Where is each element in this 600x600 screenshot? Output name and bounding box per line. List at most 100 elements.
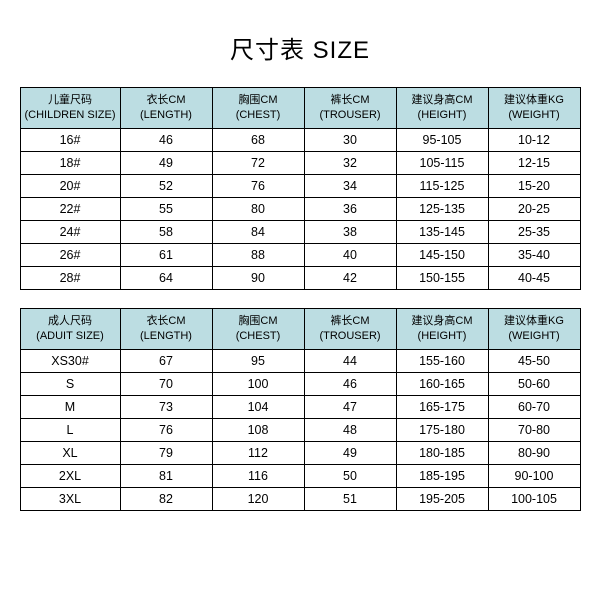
children-cell: 20# [20, 175, 120, 198]
children-header-4-en: (HEIGHT) [397, 108, 488, 123]
adult-header-2: 胸围CM(CHEST) [212, 309, 304, 350]
children-cell: 95-105 [396, 129, 488, 152]
children-cell: 24# [20, 221, 120, 244]
children-cell: 25-35 [488, 221, 580, 244]
children-cell: 115-125 [396, 175, 488, 198]
adult-cell: 116 [212, 465, 304, 488]
adult-cell: 195-205 [396, 488, 488, 511]
children-row: 28#649042150-15540-45 [20, 267, 580, 290]
adult-header-5: 建议体重KG(WEIGHT) [488, 309, 580, 350]
adult-header-4-en: (HEIGHT) [397, 329, 488, 344]
children-cell: 145-150 [396, 244, 488, 267]
children-cell: 58 [120, 221, 212, 244]
children-cell: 36 [304, 198, 396, 221]
adult-cell: 70-80 [488, 419, 580, 442]
adult-cell: 46 [304, 373, 396, 396]
children-cell: 125-135 [396, 198, 488, 221]
children-cell: 15-20 [488, 175, 580, 198]
adult-cell: 67 [120, 350, 212, 373]
children-header-4-cn: 建议身高CM [397, 93, 488, 108]
adult-cell: 108 [212, 419, 304, 442]
adult-cell: 50-60 [488, 373, 580, 396]
children-size-table: 儿童尺码(CHILDREN SIZE)衣长CM(LENGTH)胸围CM(CHES… [20, 87, 581, 290]
adult-cell: 49 [304, 442, 396, 465]
children-cell: 88 [212, 244, 304, 267]
adult-cell: 51 [304, 488, 396, 511]
children-header-4: 建议身高CM(HEIGHT) [396, 88, 488, 129]
adult-cell: S [20, 373, 120, 396]
children-header-2-en: (CHEST) [213, 108, 304, 123]
children-cell: 42 [304, 267, 396, 290]
adult-cell: 2XL [20, 465, 120, 488]
children-header-0-cn: 儿童尺码 [21, 93, 120, 108]
children-header-3: 裤长CM(TROUSER) [304, 88, 396, 129]
children-header-1-en: (LENGTH) [121, 108, 212, 123]
adult-row: 3XL8212051195-205100-105 [20, 488, 580, 511]
children-row: 18#497232105-11512-15 [20, 152, 580, 175]
children-cell: 150-155 [396, 267, 488, 290]
adult-cell: 90-100 [488, 465, 580, 488]
children-row: 16#46683095-10510-12 [20, 129, 580, 152]
adult-header-row: 成人尺码(ADUIT SIZE)衣长CM(LENGTH)胸围CM(CHEST)裤… [20, 309, 580, 350]
children-cell: 49 [120, 152, 212, 175]
children-header-3-cn: 裤长CM [305, 93, 396, 108]
adult-header-4: 建议身高CM(HEIGHT) [396, 309, 488, 350]
page-title: 尺寸表 SIZE [230, 30, 370, 65]
children-cell: 40-45 [488, 267, 580, 290]
adult-cell: 100-105 [488, 488, 580, 511]
adult-header-2-en: (CHEST) [213, 329, 304, 344]
adult-header-1-en: (LENGTH) [121, 329, 212, 344]
adult-cell: XS30# [20, 350, 120, 373]
adult-header-0-cn: 成人尺码 [21, 314, 120, 329]
adult-header-3-cn: 裤长CM [305, 314, 396, 329]
children-cell: 61 [120, 244, 212, 267]
adult-header-1-cn: 衣长CM [121, 314, 212, 329]
adult-cell: 76 [120, 419, 212, 442]
adult-header-3: 裤长CM(TROUSER) [304, 309, 396, 350]
children-cell: 26# [20, 244, 120, 267]
adult-row: XS30#679544155-16045-50 [20, 350, 580, 373]
children-row: 20#527634115-12515-20 [20, 175, 580, 198]
adult-cell: 50 [304, 465, 396, 488]
adult-cell: 60-70 [488, 396, 580, 419]
adult-header-2-cn: 胸围CM [213, 314, 304, 329]
children-header-3-en: (TROUSER) [305, 108, 396, 123]
adult-cell: 80-90 [488, 442, 580, 465]
adult-cell: 82 [120, 488, 212, 511]
adult-header-0-en: (ADUIT SIZE) [21, 329, 120, 344]
adult-cell: 70 [120, 373, 212, 396]
adult-cell: 160-165 [396, 373, 488, 396]
adult-cell: 112 [212, 442, 304, 465]
children-header-5-cn: 建议体重KG [489, 93, 580, 108]
adult-cell: 155-160 [396, 350, 488, 373]
adult-cell: 47 [304, 396, 396, 419]
children-header-5-en: (WEIGHT) [489, 108, 580, 123]
children-row: 24#588438135-14525-35 [20, 221, 580, 244]
adult-header-1: 衣长CM(LENGTH) [120, 309, 212, 350]
children-cell: 40 [304, 244, 396, 267]
children-row: 26#618840145-15035-40 [20, 244, 580, 267]
children-header-1: 衣长CM(LENGTH) [120, 88, 212, 129]
adult-header-5-cn: 建议体重KG [489, 314, 580, 329]
children-cell: 22# [20, 198, 120, 221]
children-cell: 64 [120, 267, 212, 290]
adult-cell: 100 [212, 373, 304, 396]
adult-cell: 120 [212, 488, 304, 511]
adult-cell: 79 [120, 442, 212, 465]
adult-cell: 73 [120, 396, 212, 419]
adult-cell: L [20, 419, 120, 442]
adult-cell: 165-175 [396, 396, 488, 419]
children-header-5: 建议体重KG(WEIGHT) [488, 88, 580, 129]
adult-cell: 104 [212, 396, 304, 419]
adult-row: M7310447165-17560-70 [20, 396, 580, 419]
children-cell: 35-40 [488, 244, 580, 267]
adult-header-0: 成人尺码(ADUIT SIZE) [20, 309, 120, 350]
children-header-0: 儿童尺码(CHILDREN SIZE) [20, 88, 120, 129]
adult-header-3-en: (TROUSER) [305, 329, 396, 344]
adult-row: L7610848175-18070-80 [20, 419, 580, 442]
children-cell: 20-25 [488, 198, 580, 221]
children-cell: 18# [20, 152, 120, 175]
adult-size-table: 成人尺码(ADUIT SIZE)衣长CM(LENGTH)胸围CM(CHEST)裤… [20, 308, 581, 511]
adult-cell: 48 [304, 419, 396, 442]
children-cell: 105-115 [396, 152, 488, 175]
